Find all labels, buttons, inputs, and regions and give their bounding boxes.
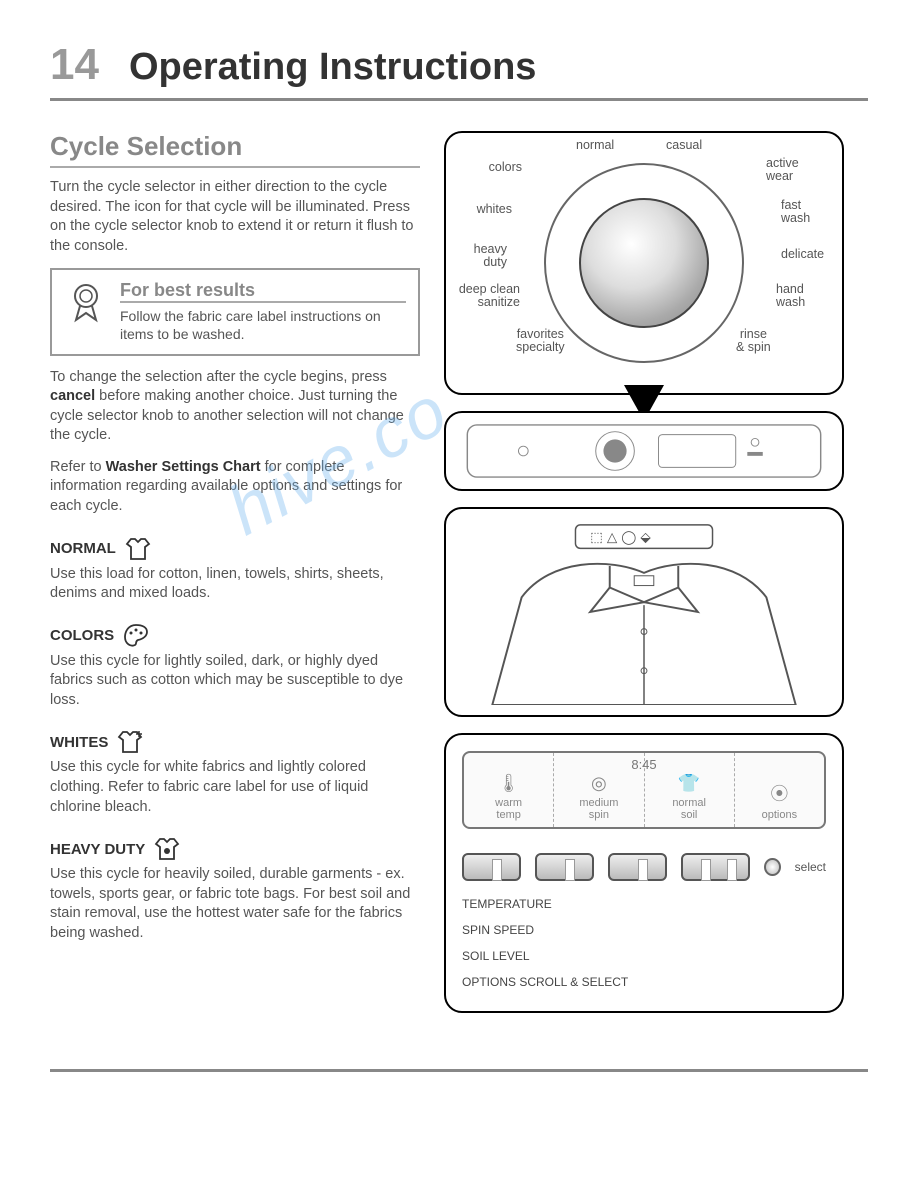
cycle-whites-desc: Use this cycle for white fabrics and lig… — [50, 758, 420, 817]
dial-diagram: normal casual colors active wear whites … — [444, 131, 844, 395]
svg-text:⬚ △ ◯ ⬙: ⬚ △ ◯ ⬙ — [590, 530, 651, 546]
intro-paragraph: Turn the cycle selector in either direct… — [50, 178, 420, 256]
tip-body: Follow the fabric care label instruction… — [120, 307, 406, 343]
dial-favorites: favorites specialty — [516, 328, 565, 354]
select-label: select — [795, 860, 826, 874]
tip-box: For best results Follow the fabric care … — [50, 268, 420, 355]
lcd-temp-l2: temp — [496, 809, 520, 821]
lcd-cell-soil: 👕 normal soil — [645, 753, 735, 827]
dial-heavy: heavy duty — [474, 243, 507, 269]
lcd-opts-l1: options — [762, 809, 797, 821]
temperature-button[interactable] — [462, 853, 521, 881]
dial-casual: casual — [666, 139, 702, 152]
cycle-heavy-name: HEAVY DUTY — [50, 841, 145, 858]
cycle-heavy-desc: Use this cycle for heavily soiled, durab… — [50, 865, 420, 943]
shirt-icon — [124, 535, 152, 563]
para3-a: Refer to — [50, 459, 106, 475]
cycle-colors-desc: Use this cycle for lightly soiled, dark,… — [50, 652, 420, 711]
right-column: normal casual colors active wear whites … — [444, 131, 844, 1029]
page-header: 14 Operating Instructions — [50, 40, 868, 101]
callout-spinspeed: SPIN SPEED — [462, 923, 826, 937]
options-scroll-button[interactable] — [681, 853, 749, 881]
spiral-icon: ◎ — [591, 773, 607, 794]
page-title: Operating Instructions — [129, 46, 536, 89]
para2-bold: cancel — [50, 388, 95, 404]
callout-temperature: TEMPERATURE — [462, 897, 826, 911]
palette-icon — [122, 622, 150, 650]
spinspeed-button[interactable] — [535, 853, 594, 881]
lcd-soil-l2: soil — [681, 809, 698, 821]
tip-heading: For best results — [120, 280, 406, 303]
cycle-normal-desc: Use this load for cotton, linen, towels,… — [50, 565, 420, 604]
cycle-normal-name: NORMAL — [50, 540, 116, 557]
footer-rule — [50, 1069, 868, 1072]
shirt-diagram: ⬚ △ ◯ ⬙ — [444, 507, 844, 717]
shirt-sparkle-icon — [116, 728, 144, 756]
lcd-soil-l1: normal — [672, 797, 706, 809]
para2-a: To change the selection after the cycle … — [50, 369, 387, 385]
shirt-stain-icon — [153, 835, 181, 863]
para2-b: before making another choice. Just turni… — [50, 388, 404, 443]
lcd-panel: 8:45 🌡 warm temp ◎ medium spin 👕 normal … — [462, 751, 826, 829]
dial-normal: normal — [576, 139, 614, 152]
cycle-normal-heading: NORMAL — [50, 535, 420, 563]
button-row: select — [462, 853, 826, 881]
dial-fastwash: fast wash — [781, 199, 810, 225]
cycle-whites-heading: WHITES — [50, 728, 420, 756]
callout-soillevel: SOIL LEVEL — [462, 949, 826, 963]
lcd-cell-temp: 🌡 warm temp — [464, 753, 554, 827]
dial-whites: whites — [477, 203, 512, 216]
select-button[interactable] — [764, 858, 781, 876]
dial-delicate: delicate — [781, 248, 824, 261]
cycle-whites-name: WHITES — [50, 734, 108, 751]
dial-deepclean: deep clean sanitize — [459, 283, 520, 309]
cycle-colors-name: COLORS — [50, 627, 114, 644]
console-diagram — [444, 411, 844, 491]
ribbon-icon — [64, 280, 108, 324]
lcd-temp-l1: warm — [495, 797, 522, 809]
callout-labels: TEMPERATURE SPIN SPEED SOIL LEVEL OPTION… — [462, 897, 826, 989]
paragraph-chart: Refer to Washer Settings Chart for compl… — [50, 458, 420, 517]
thermometer-icon: 🌡 — [497, 773, 520, 794]
dial-colors: colors — [489, 161, 522, 174]
left-column: Cycle Selection Turn the cycle selector … — [50, 131, 420, 1029]
options-icon: ⦿ — [770, 780, 788, 806]
dial-knob — [579, 198, 709, 328]
page-number: 14 — [50, 40, 99, 90]
lcd-spin-l2: spin — [589, 809, 609, 821]
dial-rinse: rinse & spin — [736, 328, 771, 354]
display-diagram: 8:45 🌡 warm temp ◎ medium spin 👕 normal … — [444, 733, 844, 1013]
soillevel-button[interactable] — [608, 853, 667, 881]
paragraph-cancel: To change the selection after the cycle … — [50, 368, 420, 446]
lcd-spin-l1: medium — [579, 797, 618, 809]
cycle-heavy-heading: HEAVY DUTY — [50, 835, 420, 863]
dial-activewear: active wear — [766, 157, 799, 183]
shirt-small-icon: 👕 — [678, 773, 700, 794]
lcd-time: 8:45 — [631, 757, 656, 772]
callout-options: OPTIONS SCROLL & SELECT — [462, 975, 826, 989]
lcd-cell-opts: ⦿ options — [735, 753, 824, 827]
cycle-colors-heading: COLORS — [50, 622, 420, 650]
para3-bold: Washer Settings Chart — [106, 459, 261, 475]
section-heading: Cycle Selection — [50, 131, 420, 168]
dial-handwash: hand wash — [776, 283, 805, 309]
